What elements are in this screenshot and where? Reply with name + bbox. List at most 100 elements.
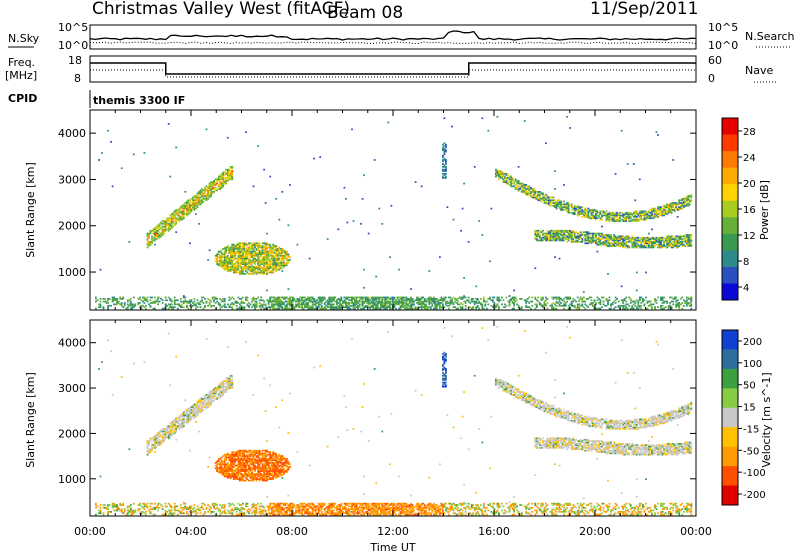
heatmap-cell (239, 252, 241, 254)
heatmap-cell (311, 307, 314, 310)
heatmap-cell (275, 264, 278, 267)
heatmap-cell (566, 203, 568, 206)
heatmap-cell (307, 296, 309, 299)
heatmap-cell (243, 246, 246, 249)
heatmap-cell (482, 298, 485, 300)
heatmap-cell (611, 217, 614, 220)
heatmap-cell (364, 298, 367, 300)
heatmap-cell (623, 307, 626, 310)
heatmap-cell (552, 231, 555, 233)
heatmap-cell (420, 300, 423, 303)
heatmap-cell (166, 428, 169, 430)
heatmap-cell (543, 195, 546, 197)
heatmap-cell (540, 238, 543, 240)
heatmap-cell (625, 300, 628, 303)
heatmap-cell (137, 508, 140, 510)
heatmap-cell (269, 300, 272, 303)
heatmap-cell (254, 271, 256, 274)
heatmap-cell (226, 303, 229, 306)
heatmap-cell (186, 410, 188, 412)
heatmap-cell (240, 245, 243, 247)
heatmap-cell (145, 513, 147, 516)
heatmap-cell (173, 306, 176, 308)
heatmap-cell (622, 246, 625, 249)
heatmap-cell (445, 177, 447, 179)
heatmap-cell (108, 304, 111, 307)
heatmap-cell (543, 202, 546, 204)
heatmap-cell (192, 200, 194, 203)
heatmap-cell (187, 419, 190, 422)
heatmap-cell (282, 307, 285, 310)
heatmap-cell (393, 304, 396, 307)
heatmap-cell (481, 234, 484, 236)
heatmap-cell (169, 228, 172, 231)
heatmap-cell (258, 259, 261, 261)
heatmap-cell (170, 421, 173, 423)
heatmap-cell (604, 242, 606, 245)
heatmap-cell (163, 225, 165, 228)
heatmap-cell (595, 214, 597, 217)
heatmap-cell (590, 236, 593, 239)
y-tick-label: 1000 (58, 266, 86, 279)
heatmap-cell (225, 252, 228, 254)
heatmap-cell (102, 506, 105, 509)
heatmap-cell (229, 250, 232, 253)
heatmap-cell (535, 306, 538, 308)
heatmap-cell (595, 235, 597, 238)
heatmap-cell (231, 170, 234, 172)
heatmap-cell (225, 306, 228, 308)
heatmap-cell (182, 295, 185, 297)
heatmap-cell (222, 260, 225, 263)
heatmap-cell (587, 231, 590, 233)
heatmap-cell (237, 302, 240, 304)
heatmap-cell (158, 228, 161, 231)
heatmap-cell (389, 300, 391, 303)
heatmap-cell (392, 299, 394, 302)
heatmap-cell (358, 303, 361, 306)
heatmap-cell (575, 241, 578, 243)
heatmap-cell (572, 234, 575, 236)
heatmap-cell (631, 238, 634, 240)
heatmap-cell (281, 302, 284, 304)
heatmap-cell (557, 236, 559, 239)
heatmap-cell (173, 299, 176, 302)
heatmap-cell (216, 260, 218, 263)
heatmap-cell (284, 298, 287, 300)
heatmap-cell (561, 209, 564, 211)
nave-tick-bottom: 0 (708, 72, 715, 85)
heatmap-cell (389, 304, 391, 307)
heatmap-cell (385, 300, 388, 303)
heatmap-cell (375, 299, 378, 302)
heatmap-cell (146, 235, 149, 238)
heatmap-cell (632, 236, 635, 239)
heatmap-cell (622, 213, 625, 215)
heatmap-cell (146, 296, 149, 299)
heatmap-cell (366, 306, 368, 308)
heatmap-cell (517, 306, 520, 308)
heatmap-cell (143, 504, 146, 506)
heatmap-cell (563, 231, 565, 233)
heatmap-cell (661, 246, 664, 249)
heatmap-cell (542, 304, 544, 307)
heatmap-cell (116, 506, 119, 509)
heatmap-cell (251, 260, 253, 263)
heatmap-cell (337, 228, 340, 231)
heatmap-cell (551, 235, 553, 238)
heatmap-cell (610, 218, 612, 221)
heatmap-cell (184, 399, 187, 402)
heatmap-cell (264, 273, 267, 275)
heatmap-cell (667, 306, 670, 308)
heatmap-cell (578, 299, 581, 302)
heatmap-cell (590, 213, 593, 215)
heatmap-cell (528, 306, 531, 308)
heatmap-cell (593, 214, 596, 217)
heatmap-cell (226, 174, 229, 177)
heatmap-cell (146, 234, 149, 236)
heatmap-cell (420, 307, 423, 310)
heatmap-cell (531, 195, 534, 197)
heatmap-cell (666, 300, 668, 303)
heatmap-cell (158, 224, 161, 227)
heatmap-cell (648, 242, 650, 245)
heatmap-cell (173, 505, 176, 508)
heatmap-cell (372, 296, 375, 299)
